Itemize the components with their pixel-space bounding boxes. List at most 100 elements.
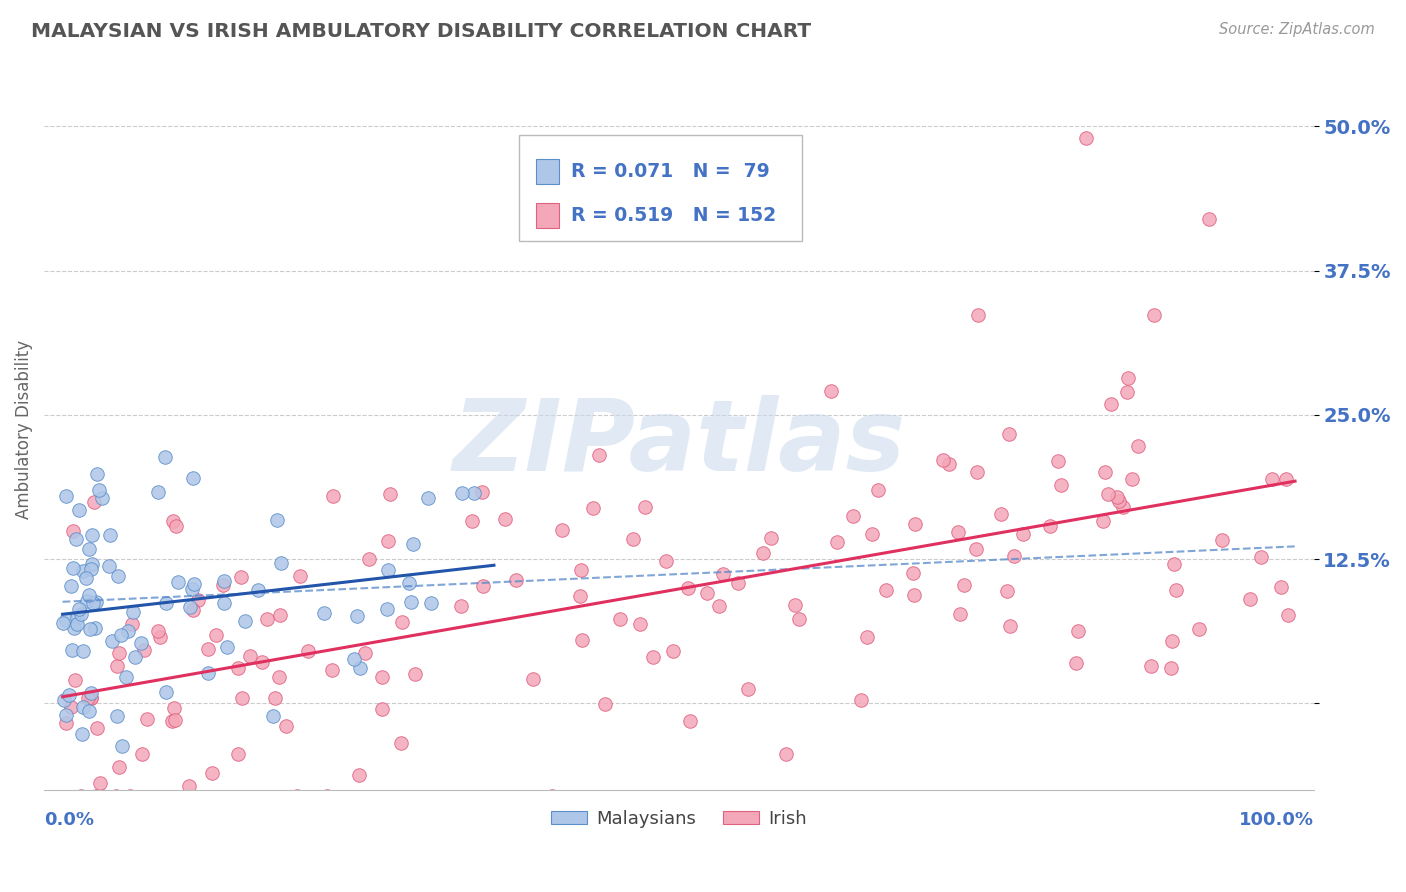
Point — [966, 308, 988, 322]
Point — [1239, 591, 1261, 606]
Point — [522, 672, 544, 686]
Point — [505, 573, 527, 587]
Point — [851, 693, 873, 707]
Point — [1108, 493, 1130, 508]
Point — [287, 789, 309, 803]
Point — [1211, 533, 1233, 547]
Point — [60, 579, 83, 593]
Text: MALAYSIAN VS IRISH AMBULATORY DISABILITY CORRELATION CHART: MALAYSIAN VS IRISH AMBULATORY DISABILITY… — [31, 22, 811, 41]
Point — [155, 684, 177, 698]
Point — [107, 708, 129, 723]
Point — [77, 690, 100, 705]
Point — [399, 595, 422, 609]
Point — [167, 574, 190, 589]
Point — [727, 576, 749, 591]
Point — [135, 712, 157, 726]
Point — [181, 582, 204, 596]
Point — [124, 650, 146, 665]
Point — [205, 628, 228, 642]
Point — [353, 647, 375, 661]
Point — [228, 660, 250, 674]
Point — [67, 503, 90, 517]
Point — [357, 552, 380, 566]
Point — [419, 596, 441, 610]
Point — [312, 606, 335, 620]
Point — [100, 634, 122, 648]
Point — [1092, 514, 1115, 528]
Point — [75, 572, 97, 586]
Point — [875, 582, 897, 597]
Point — [1121, 472, 1143, 486]
Point — [83, 495, 105, 509]
Point — [1261, 472, 1284, 486]
Point — [856, 630, 879, 644]
Legend: Malaysians, Irish: Malaysians, Irish — [544, 803, 814, 835]
Point — [129, 635, 152, 649]
Point — [256, 612, 278, 626]
Point — [1094, 465, 1116, 479]
Point — [1002, 549, 1025, 563]
Point — [114, 670, 136, 684]
Point — [262, 709, 284, 723]
Point — [162, 515, 184, 529]
Point — [472, 579, 495, 593]
Point — [83, 621, 105, 635]
Point — [634, 500, 657, 515]
Point — [343, 652, 366, 666]
Point — [226, 747, 249, 761]
Point — [58, 688, 80, 702]
Point — [377, 563, 399, 577]
Point — [471, 484, 494, 499]
Point — [998, 427, 1021, 442]
Point — [270, 557, 292, 571]
Point — [541, 789, 564, 803]
Point — [571, 633, 593, 648]
Point — [759, 532, 782, 546]
Point — [187, 592, 209, 607]
Point — [375, 602, 398, 616]
Point — [181, 470, 204, 484]
Point — [321, 663, 343, 677]
Point — [752, 546, 775, 560]
Point — [380, 487, 402, 501]
Point — [229, 570, 252, 584]
Point — [65, 616, 87, 631]
Point — [1074, 130, 1097, 145]
Point — [121, 616, 143, 631]
Point — [69, 789, 91, 803]
Point — [775, 747, 797, 761]
Point — [370, 702, 392, 716]
Point — [146, 485, 169, 500]
Point — [155, 595, 177, 609]
Point — [696, 585, 718, 599]
Point — [197, 641, 219, 656]
Point — [297, 644, 319, 658]
Point — [868, 483, 890, 497]
Point — [80, 691, 103, 706]
Point — [98, 528, 121, 542]
Point — [97, 558, 120, 573]
Point — [55, 490, 77, 504]
Point — [1107, 491, 1129, 505]
Point — [107, 568, 129, 582]
Point — [211, 578, 233, 592]
Point — [72, 700, 94, 714]
Point — [89, 483, 111, 498]
Point — [609, 612, 631, 626]
Point — [662, 644, 685, 658]
Point — [117, 624, 139, 638]
Point — [1099, 397, 1122, 411]
Point — [825, 535, 848, 549]
Point — [903, 588, 925, 602]
Point — [62, 643, 84, 657]
Point — [404, 666, 426, 681]
Point — [165, 519, 187, 533]
Point — [80, 691, 103, 706]
Point — [231, 690, 253, 705]
Point — [1277, 608, 1299, 623]
Text: R = 0.071   N =  79: R = 0.071 N = 79 — [571, 161, 769, 180]
Point — [1250, 550, 1272, 565]
Point — [60, 699, 83, 714]
Text: ZIPatlas: ZIPatlas — [453, 395, 905, 492]
Point — [52, 616, 75, 631]
